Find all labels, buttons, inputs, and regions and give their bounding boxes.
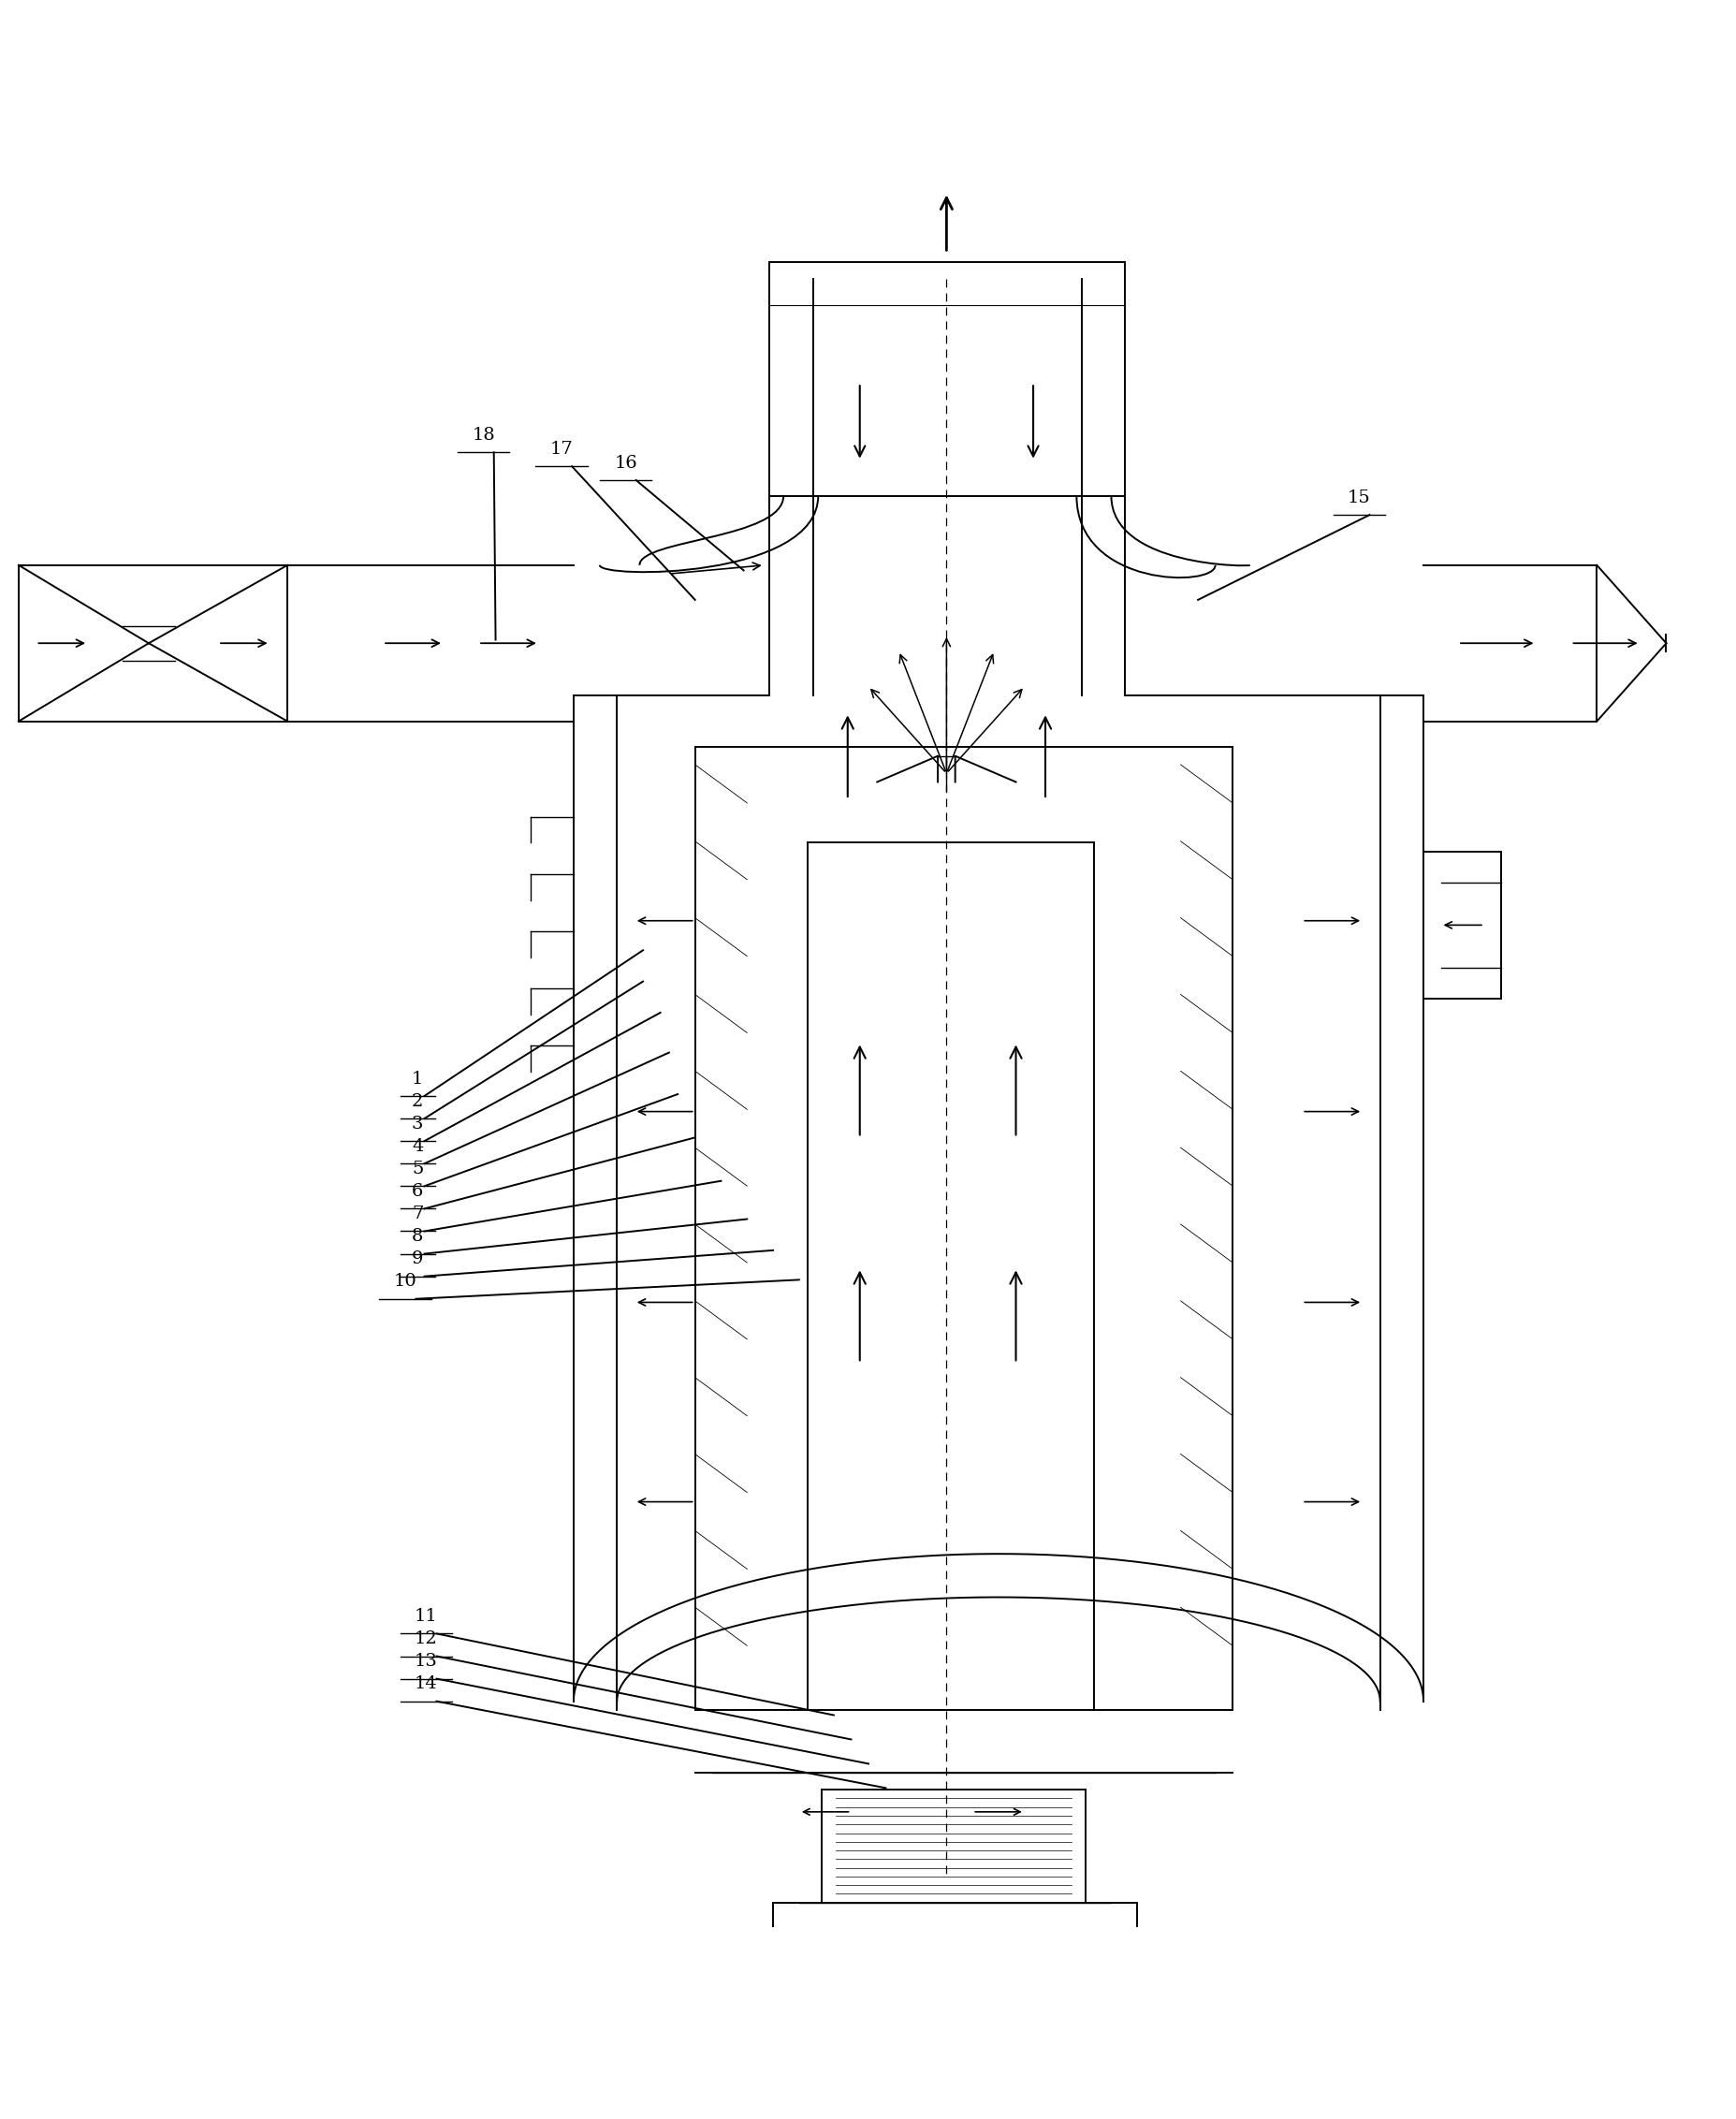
Text: 2: 2 [411, 1093, 424, 1110]
Text: 7: 7 [411, 1206, 424, 1223]
Text: 10: 10 [394, 1274, 417, 1290]
Text: 1: 1 [411, 1070, 424, 1087]
Text: 13: 13 [415, 1653, 437, 1670]
Text: 14: 14 [415, 1676, 437, 1693]
Text: 9: 9 [411, 1250, 424, 1267]
Text: 18: 18 [472, 426, 495, 443]
Text: 6: 6 [411, 1182, 424, 1199]
Text: 16: 16 [615, 456, 637, 473]
Text: 8: 8 [411, 1229, 424, 1246]
Text: 11: 11 [415, 1608, 437, 1625]
Text: 4: 4 [411, 1138, 424, 1155]
Text: 3: 3 [411, 1115, 424, 1132]
Text: 5: 5 [411, 1161, 424, 1178]
Text: 15: 15 [1347, 489, 1370, 506]
Text: 12: 12 [415, 1632, 437, 1646]
Text: 17: 17 [550, 441, 573, 458]
